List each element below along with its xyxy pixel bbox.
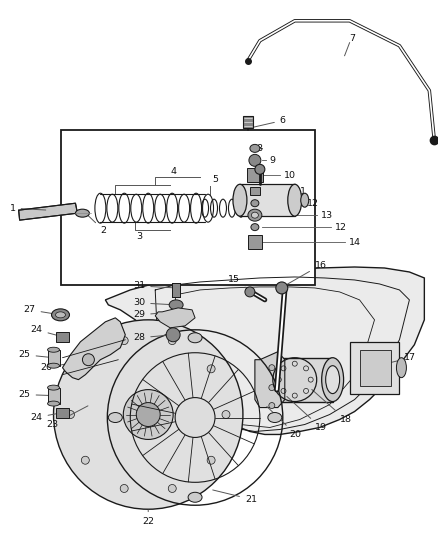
Ellipse shape [48, 385, 60, 390]
Bar [350, 342, 399, 393]
Text: 14: 14 [349, 238, 360, 247]
Bar [56, 332, 70, 342]
Ellipse shape [268, 413, 282, 423]
Circle shape [82, 354, 95, 366]
Text: 8: 8 [256, 144, 262, 153]
Ellipse shape [396, 358, 406, 378]
Text: 12: 12 [307, 199, 319, 208]
Circle shape [269, 402, 275, 409]
Bar [172, 283, 180, 297]
Text: 26: 26 [41, 360, 86, 372]
Bar [60, 131, 314, 285]
Circle shape [222, 410, 230, 418]
Circle shape [81, 365, 89, 373]
Polygon shape [255, 352, 285, 408]
Circle shape [255, 164, 265, 174]
Polygon shape [19, 203, 78, 220]
Bar [248, 235, 262, 249]
Text: 20: 20 [267, 407, 302, 439]
Bar [243, 117, 253, 128]
Circle shape [207, 365, 215, 373]
Text: 13: 13 [321, 211, 333, 220]
Text: 15: 15 [228, 276, 260, 296]
Text: 30: 30 [133, 298, 173, 308]
Ellipse shape [248, 209, 262, 221]
Text: 28: 28 [133, 333, 170, 342]
Bar [250, 187, 260, 195]
Text: 19: 19 [287, 397, 327, 432]
Bar [277, 358, 332, 401]
Text: 24: 24 [31, 413, 60, 422]
Text: 29: 29 [133, 310, 173, 319]
Bar [240, 184, 295, 216]
Text: 7: 7 [350, 34, 356, 43]
Text: 11: 11 [295, 187, 307, 196]
Polygon shape [63, 318, 125, 379]
Circle shape [207, 456, 215, 464]
Circle shape [120, 337, 128, 344]
Text: 4: 4 [170, 167, 176, 176]
Text: 10: 10 [284, 171, 296, 180]
Text: 27: 27 [24, 305, 58, 314]
Text: 24: 24 [31, 325, 60, 336]
Bar [48, 350, 60, 366]
Text: 18: 18 [312, 390, 352, 424]
Text: 23: 23 [46, 406, 88, 429]
Text: 21: 21 [213, 490, 257, 504]
Text: 6: 6 [251, 116, 286, 128]
Text: 5: 5 [212, 175, 218, 184]
Circle shape [245, 287, 255, 297]
Ellipse shape [169, 300, 183, 310]
Text: 25: 25 [18, 350, 51, 359]
Ellipse shape [249, 155, 261, 166]
Ellipse shape [251, 224, 259, 231]
Ellipse shape [251, 200, 259, 207]
Ellipse shape [52, 309, 70, 321]
Circle shape [269, 385, 275, 391]
Text: 17: 17 [372, 353, 417, 367]
Bar [360, 350, 392, 385]
Circle shape [175, 398, 215, 438]
Ellipse shape [326, 366, 339, 393]
Polygon shape [155, 308, 195, 328]
Text: 12: 12 [335, 223, 346, 232]
Text: 22: 22 [142, 510, 154, 526]
Circle shape [166, 328, 180, 342]
Bar [48, 387, 60, 403]
Text: 3: 3 [136, 232, 142, 241]
Ellipse shape [233, 184, 247, 216]
Ellipse shape [251, 212, 258, 218]
Circle shape [53, 320, 243, 509]
Circle shape [124, 390, 173, 439]
Ellipse shape [48, 347, 60, 352]
Circle shape [136, 402, 160, 426]
Circle shape [269, 365, 275, 370]
Circle shape [81, 456, 89, 464]
Ellipse shape [188, 333, 202, 343]
Text: 9: 9 [270, 156, 276, 165]
Ellipse shape [301, 193, 309, 207]
Ellipse shape [288, 184, 302, 216]
Bar [56, 408, 70, 417]
Text: 16: 16 [283, 261, 327, 287]
Text: 2: 2 [85, 212, 106, 235]
Circle shape [67, 410, 74, 418]
Circle shape [120, 484, 128, 492]
Circle shape [168, 337, 176, 344]
Circle shape [168, 484, 176, 492]
Text: 1: 1 [10, 204, 46, 213]
Ellipse shape [188, 492, 202, 502]
Ellipse shape [56, 312, 66, 318]
Ellipse shape [321, 358, 343, 401]
Circle shape [276, 282, 288, 294]
Ellipse shape [108, 413, 122, 423]
Polygon shape [106, 267, 424, 434]
Text: 31: 31 [133, 281, 173, 290]
Ellipse shape [48, 363, 60, 368]
Ellipse shape [75, 209, 89, 217]
Text: 25: 25 [18, 390, 51, 399]
Ellipse shape [48, 401, 60, 406]
Bar [247, 168, 263, 182]
Ellipse shape [250, 144, 260, 152]
